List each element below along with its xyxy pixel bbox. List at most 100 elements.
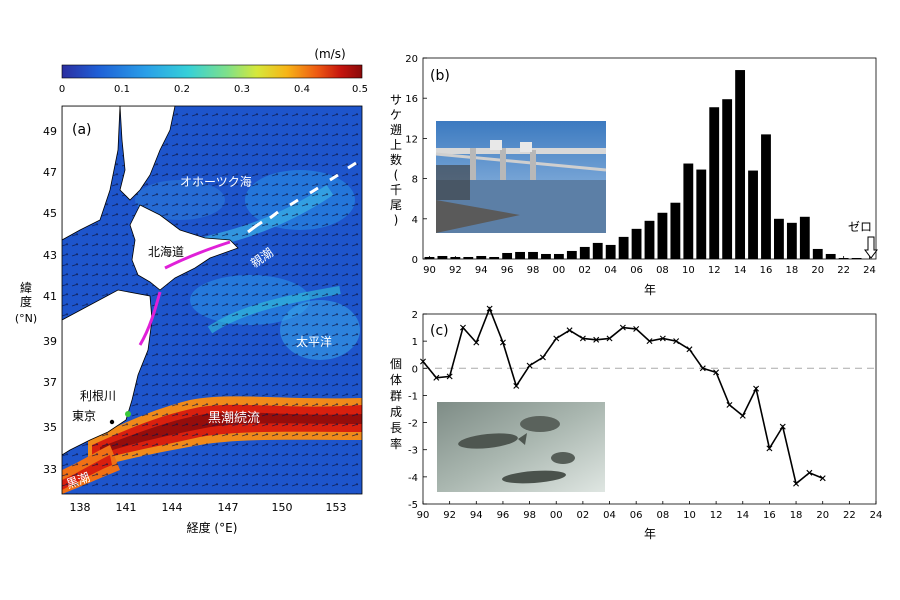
x-tick-label: 18 — [786, 265, 799, 276]
x-tick-label: 08 — [656, 265, 669, 276]
map-y-tick: 35 — [43, 421, 57, 434]
land-sakhalin — [119, 106, 176, 201]
salmon-count-bar — [437, 255, 448, 259]
y-tick-label: 16 — [405, 94, 418, 105]
salmon-count-bar — [748, 170, 758, 259]
growth-rate-point — [446, 373, 453, 380]
growth-rate-point — [633, 325, 640, 332]
map-y-tick: 49 — [43, 125, 57, 138]
growth-rate-point — [553, 335, 560, 342]
map-y-label: 緯 度 (°N) — [15, 280, 37, 325]
y-label-char: 数 — [390, 152, 402, 167]
map-y-tick: 33 — [43, 463, 57, 476]
current-speed-map — [62, 106, 362, 494]
y-tick-label: 8 — [412, 175, 418, 186]
y-label-char: 体 — [390, 373, 402, 387]
x-tick-label: 90 — [417, 510, 430, 521]
growth-rate-point — [806, 469, 813, 476]
salmon-count-bar — [566, 250, 577, 259]
x-tick-label: 16 — [760, 265, 773, 276]
y-label-char: ( — [394, 168, 399, 182]
y-label-char: 上 — [390, 138, 402, 152]
salmon-count-bar — [799, 216, 810, 259]
growth-rate-point — [420, 358, 426, 365]
x-tick-label: 20 — [811, 265, 824, 276]
growth-rate-point — [433, 374, 440, 381]
y-tick-label: -4 — [408, 473, 418, 484]
y-tick-label: 1 — [412, 337, 418, 348]
map-x-tick: 153 — [326, 501, 347, 514]
land-hokkaido — [129, 204, 239, 291]
y-label-char: 尾 — [390, 198, 402, 212]
growth-rate-point — [673, 338, 680, 345]
x-tick-label: 08 — [656, 510, 669, 521]
map-y-tick: 45 — [43, 207, 57, 220]
x-tick-label: 96 — [501, 265, 514, 276]
colorbar-unit: (m/s) — [314, 47, 345, 61]
x-tick-label: 96 — [497, 510, 510, 521]
label-tone: 利根川 — [80, 389, 116, 403]
panel-b-label: (b) — [430, 68, 450, 84]
colorbar-tick: 0.2 — [174, 84, 190, 95]
salmon-count-bar — [644, 220, 655, 259]
x-tick-label: 94 — [475, 265, 488, 276]
x-tick-label: 06 — [630, 265, 643, 276]
tone-river-mouth — [125, 411, 131, 417]
growth-rate-point — [526, 362, 533, 369]
y-tick-label: 0 — [412, 364, 418, 375]
growth-rate-point — [499, 339, 506, 346]
x-tick-label: 16 — [763, 510, 776, 521]
colorbar-tick: 0.1 — [114, 84, 130, 95]
label-tokyo: 東京 — [72, 409, 96, 423]
colorbar-tick: 0.5 — [352, 84, 368, 95]
map-x-tick: 138 — [70, 501, 91, 514]
map-y-label-unit: (°N) — [15, 312, 37, 325]
salmon-count-bar — [605, 244, 616, 259]
y-label-char: ) — [394, 213, 399, 227]
panel-b-bars — [424, 70, 862, 260]
x-tick-label: 02 — [578, 265, 591, 276]
y-label-char: 成 — [390, 405, 402, 419]
salmon-count-bar — [683, 163, 694, 259]
x-tick-label: 20 — [816, 510, 829, 521]
growth-rate-point — [793, 480, 800, 487]
x-tick-label: 22 — [837, 265, 850, 276]
growth-rate-point — [779, 423, 786, 430]
map-y-tick: 41 — [43, 290, 57, 303]
x-tick-label: 92 — [443, 510, 456, 521]
growth-rate-point — [606, 335, 613, 342]
panel-c-y-ticks: 2 1 0 -1 -2 -3 -4 -5 — [408, 310, 427, 511]
salmon-count-bar — [502, 252, 513, 259]
growth-rate-point — [459, 324, 466, 331]
y-label-char: 千 — [390, 183, 402, 197]
growth-rate-point — [513, 382, 520, 389]
growth-rate-point — [539, 354, 546, 361]
growth-rate-point — [739, 412, 746, 419]
salmon-count-bar — [722, 99, 733, 259]
land-mainland — [62, 106, 121, 241]
panel-a-label: (a) — [72, 122, 92, 138]
oyashio-path — [138, 240, 231, 346]
y-label-char: サ — [390, 93, 402, 107]
map-y-tick: 39 — [43, 335, 57, 348]
growth-rate-point — [819, 475, 826, 482]
map-frame — [61, 105, 363, 495]
growth-rate-point — [619, 324, 626, 331]
zero-arrow — [864, 236, 878, 259]
salmon-count-bar — [825, 253, 836, 259]
weir-photo — [435, 121, 607, 233]
salmon-count-bar — [735, 70, 746, 259]
colorbar-tick: 0.4 — [294, 84, 310, 95]
salmon-count-bar — [670, 202, 681, 259]
x-tick-label: 00 — [550, 510, 563, 521]
y-tick-label: -1 — [408, 391, 418, 402]
salmon-count-bar — [774, 218, 784, 259]
land-kurils — [247, 161, 357, 234]
salmon-count-bar — [515, 251, 525, 259]
growth-rate-point — [753, 385, 760, 392]
y-tick-label: -5 — [408, 500, 418, 511]
growth-rate-point — [473, 339, 480, 346]
y-label-char: 個 — [390, 357, 402, 371]
